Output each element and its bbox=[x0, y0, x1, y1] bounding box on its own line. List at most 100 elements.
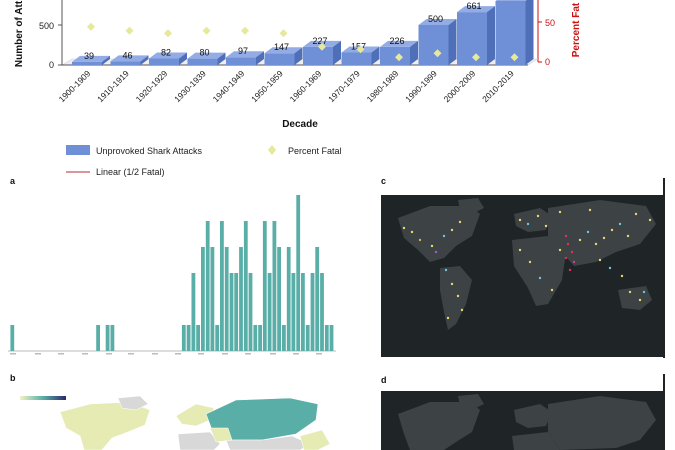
y2-axis-title: Percent Fat bbox=[571, 2, 582, 57]
bar-top bbox=[264, 47, 303, 54]
legend-bar-swatch bbox=[66, 145, 90, 155]
bar-value-label: 147 bbox=[274, 42, 289, 52]
map-point bbox=[578, 238, 582, 242]
bar-front bbox=[380, 46, 410, 65]
bar-front bbox=[149, 58, 179, 65]
bar-front bbox=[264, 53, 295, 65]
panel-a-bar bbox=[96, 325, 100, 351]
map-point bbox=[446, 316, 450, 320]
panel-a-ytick: · bbox=[6, 211, 7, 215]
bar-top bbox=[72, 55, 110, 62]
bar-value-label: 226 bbox=[389, 36, 404, 46]
bar-top bbox=[495, 0, 527, 1]
bar-top bbox=[457, 6, 495, 13]
map-point bbox=[594, 242, 598, 246]
panel-a-bar bbox=[282, 325, 286, 351]
shark-attack-chart: Number of Att Percent Fat 500 0 50 0 39 4… bbox=[14, 0, 582, 177]
y2-tick-50: 50 bbox=[545, 18, 555, 28]
bar-1990-1999 bbox=[418, 19, 457, 65]
color-scale-bar bbox=[20, 396, 66, 400]
map-point bbox=[402, 226, 406, 230]
bar-value-label: 46 bbox=[122, 50, 132, 60]
percent-fatal-point bbox=[318, 42, 326, 51]
bar-1930-1939 bbox=[187, 52, 226, 65]
panel-a-bar bbox=[10, 325, 15, 351]
panel-a-bar bbox=[243, 221, 248, 351]
map-point bbox=[536, 214, 540, 218]
africa-shape bbox=[177, 431, 221, 450]
c-south-america bbox=[440, 266, 472, 330]
panel-d-border-right bbox=[663, 374, 665, 450]
panel-a-bar bbox=[291, 273, 296, 351]
bar-side bbox=[217, 52, 226, 65]
map-point bbox=[626, 234, 630, 238]
y-tick-500: 500 bbox=[39, 21, 54, 31]
panel-a-bar bbox=[320, 273, 324, 351]
map-point bbox=[610, 228, 614, 232]
east-asia-shape bbox=[299, 429, 331, 450]
d-africa bbox=[512, 432, 560, 450]
percent-fatal-point bbox=[202, 26, 211, 35]
panel-b-map: b bbox=[10, 373, 331, 450]
map-point bbox=[442, 234, 446, 238]
map-point bbox=[558, 210, 562, 214]
c-greenland bbox=[458, 198, 484, 214]
panel-c-points bbox=[402, 208, 652, 320]
bar-top bbox=[149, 52, 187, 59]
map-point bbox=[434, 250, 438, 254]
x-tick-label: 1990-1999 bbox=[403, 68, 439, 104]
bar-top bbox=[418, 19, 457, 25]
panel-a-bar bbox=[220, 221, 224, 351]
panel-a-bar bbox=[296, 195, 301, 351]
panel-c-border-right bbox=[663, 178, 665, 358]
bar-side bbox=[410, 40, 418, 65]
x-tick-label: 1980-1989 bbox=[365, 68, 401, 104]
bar-value-label: 157 bbox=[351, 41, 366, 51]
map-point bbox=[418, 238, 422, 242]
c-north-america bbox=[398, 206, 480, 262]
c-asia bbox=[548, 200, 656, 266]
panel-a-bar bbox=[181, 325, 186, 351]
percent-fatal-point bbox=[279, 29, 288, 38]
panel-b-letter: b bbox=[10, 373, 16, 383]
panel-a-ytick: · bbox=[6, 278, 7, 282]
map-point bbox=[460, 308, 464, 312]
panel-a-bar bbox=[286, 247, 291, 351]
map-point bbox=[588, 208, 592, 212]
bar-side bbox=[371, 46, 380, 65]
panel-a-bar bbox=[262, 221, 267, 351]
panel-a-bar bbox=[277, 247, 281, 351]
panel-a-bar bbox=[105, 325, 110, 351]
panel-a-bar-chart: a · · · · bbox=[6, 176, 336, 355]
bar-side bbox=[102, 55, 110, 65]
panel-a-xticks bbox=[10, 353, 322, 355]
panel-d-landmasses bbox=[398, 394, 656, 450]
panel-a-bar bbox=[267, 273, 272, 351]
bar-1980-1989 bbox=[380, 40, 418, 65]
map-point bbox=[456, 294, 460, 298]
percent-fatal-point bbox=[395, 53, 403, 62]
map-point bbox=[458, 220, 462, 224]
legend-diamond-label: Percent Fatal bbox=[288, 146, 342, 156]
map-point bbox=[538, 276, 542, 280]
panel-c-letter: c bbox=[381, 176, 386, 186]
map-point bbox=[544, 224, 548, 228]
panel-a-bar bbox=[253, 325, 258, 351]
panel-a-bar bbox=[196, 325, 200, 351]
legend-trend-label: Linear (1/2 Fatal) bbox=[96, 167, 165, 177]
bar-side bbox=[448, 19, 457, 65]
bar-value-label: 39 bbox=[84, 51, 94, 61]
c-africa bbox=[512, 236, 566, 306]
panel-d-letter: d bbox=[381, 375, 387, 385]
y-tick-0: 0 bbox=[49, 60, 54, 70]
bar-side bbox=[256, 51, 264, 65]
map-point bbox=[526, 222, 530, 226]
x-tick-label: 1950-1959 bbox=[249, 68, 285, 104]
bar-1900-1909 bbox=[72, 55, 110, 65]
bar-top bbox=[226, 51, 264, 58]
bar-front bbox=[110, 61, 141, 65]
panel-a-bar bbox=[110, 325, 115, 351]
x-tick-label: 1920-1929 bbox=[134, 68, 170, 104]
panel-a-ytick: · bbox=[6, 312, 7, 316]
panel-a-bar bbox=[186, 325, 191, 351]
